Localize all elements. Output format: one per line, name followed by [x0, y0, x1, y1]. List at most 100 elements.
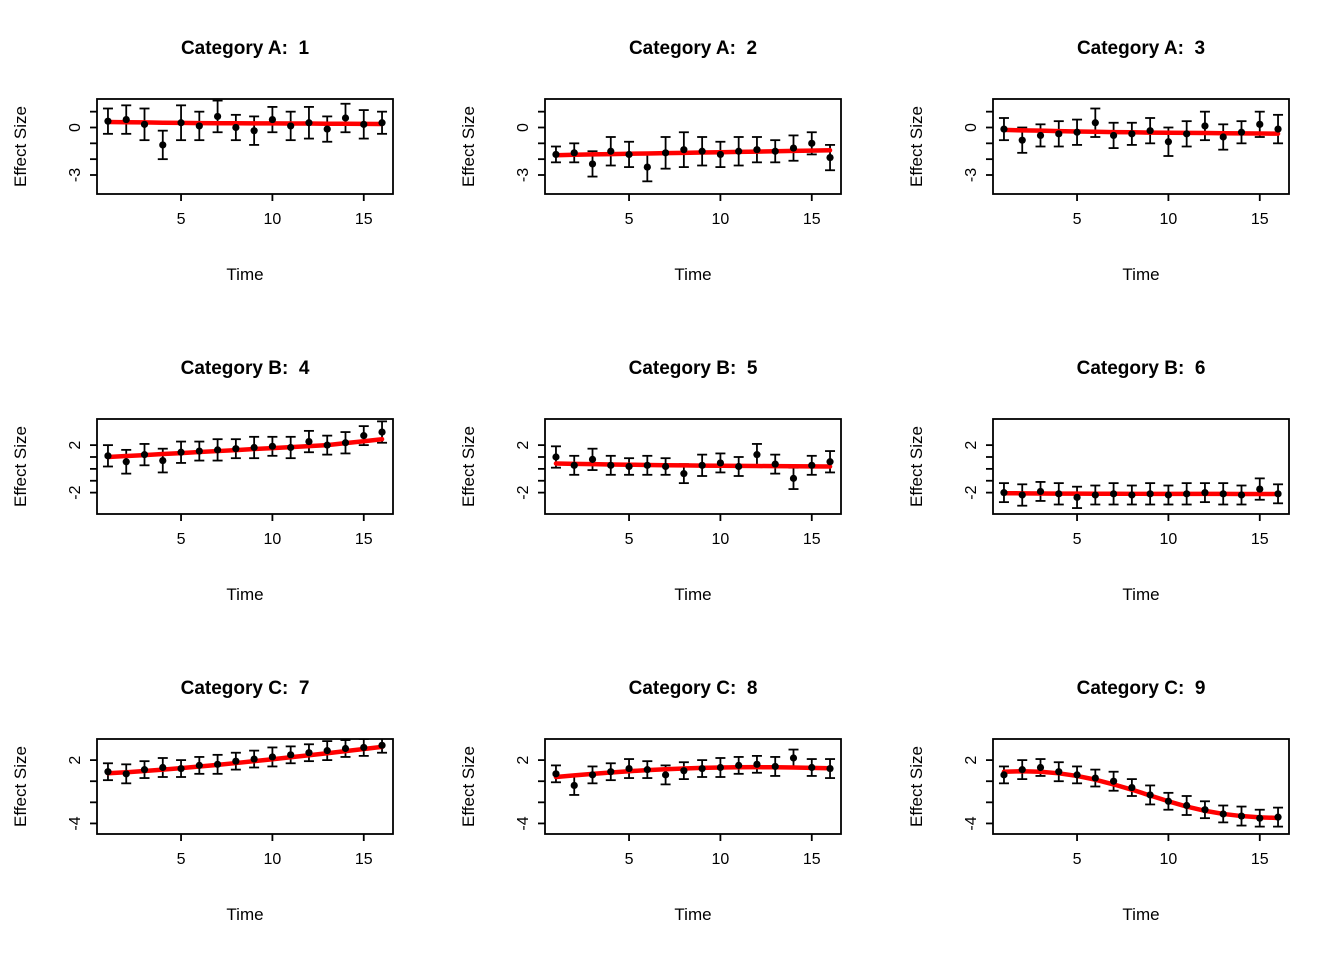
- data-point: [1000, 489, 1008, 497]
- data-point: [588, 455, 597, 463]
- data-point: [232, 757, 240, 765]
- x-tick-label: 10: [1160, 531, 1178, 548]
- y-tick-label: 2: [963, 441, 980, 450]
- plot-box: [992, 418, 1290, 515]
- data-point: [104, 768, 112, 776]
- data-point: [1274, 813, 1282, 821]
- x-axis-label: Time: [674, 905, 711, 924]
- data-point: [1201, 806, 1209, 814]
- plot-box: [544, 98, 842, 195]
- data-point: [826, 153, 834, 162]
- data-point: [323, 747, 331, 755]
- y-tick-label: 2: [67, 441, 84, 450]
- y-tick-label: -3: [963, 168, 980, 182]
- data-point: [1091, 774, 1099, 782]
- x-tick-label: 5: [1073, 531, 1082, 548]
- y-tick-label: 0: [515, 123, 532, 132]
- data-layer: [998, 477, 1284, 509]
- x-axis-label: Time: [226, 585, 263, 604]
- panel-title: Category A: 1: [181, 38, 310, 59]
- chart-panel: Category C: 9 Time Effect Size 5 10 15 2 -4: [896, 640, 1344, 960]
- trend-line: [1001, 490, 1281, 497]
- data-point: [826, 458, 834, 466]
- y-tick-label: 0: [963, 123, 980, 132]
- data-point: [323, 125, 331, 133]
- panel-canvas: Category A: 1 Time Effect Size 5 10 15 0 -3: [11, 38, 394, 284]
- data-point: [378, 741, 386, 749]
- data-point: [698, 764, 706, 773]
- x-tick-label: 10: [264, 531, 282, 548]
- data-point: [607, 147, 615, 155]
- x-tick-label: 10: [264, 211, 282, 228]
- data-point: [588, 160, 597, 168]
- data-point: [378, 119, 386, 127]
- data-point: [1274, 490, 1282, 498]
- x-tick-label: 10: [712, 211, 730, 228]
- panel-canvas: Category B: 6 Time Effect Size 5 10 15 2 -2: [907, 358, 1290, 604]
- data-point: [808, 763, 816, 772]
- panel-title: Category A: 2: [629, 38, 757, 59]
- data-point: [159, 456, 167, 465]
- data-point: [1000, 771, 1008, 779]
- data-point: [1256, 814, 1264, 822]
- data-point: [1183, 490, 1191, 498]
- chart-panel: Category B: 4 Time Effect Size 5 10 15 2 -2: [0, 320, 448, 640]
- trend-line: [105, 744, 385, 776]
- data-point: [1164, 491, 1173, 499]
- data-point: [808, 139, 816, 147]
- data-point: [1055, 130, 1063, 138]
- x-axis-label: Time: [674, 585, 711, 604]
- data-point: [250, 443, 258, 452]
- data-point: [735, 462, 743, 471]
- data-point: [1018, 766, 1026, 774]
- data-point: [1256, 120, 1264, 128]
- data-point: [177, 764, 185, 773]
- data-point: [1146, 791, 1154, 799]
- chart-panel: Category A: 1 Time Effect Size 5 10 15 0 -3: [0, 0, 448, 320]
- data-point: [1219, 133, 1227, 141]
- data-point: [1164, 138, 1173, 146]
- data-point: [104, 452, 112, 460]
- data-point: [1128, 130, 1136, 138]
- y-tick-label: 2: [67, 756, 84, 765]
- data-point: [1164, 797, 1173, 805]
- data-point: [570, 461, 578, 469]
- data-point: [341, 439, 350, 447]
- plot-box: [992, 98, 1290, 195]
- data-layer: [102, 420, 388, 475]
- panel-canvas: Category B: 4 Time Effect Size 5 10 15 2 -2: [11, 358, 394, 604]
- trend-line: [1001, 768, 1281, 821]
- data-layer: [998, 758, 1284, 828]
- data-point: [268, 442, 277, 450]
- data-point: [323, 441, 331, 449]
- data-point: [1237, 491, 1246, 499]
- data-point: [122, 115, 130, 124]
- data-point: [360, 120, 368, 128]
- data-point: [661, 462, 670, 471]
- trend-line: [553, 148, 833, 158]
- data-point: [661, 149, 670, 157]
- data-point: [680, 470, 688, 478]
- data-point: [771, 460, 779, 468]
- data-point: [607, 461, 615, 469]
- data-point: [552, 770, 560, 778]
- data-point: [287, 443, 295, 452]
- data-point: [1219, 810, 1227, 818]
- data-point: [287, 122, 295, 130]
- chart-panel: Category C: 8 Time Effect Size 5 10 15 2 -4: [448, 640, 896, 960]
- data-point: [305, 119, 313, 127]
- x-tick-label: 15: [1251, 851, 1269, 868]
- y-tick-label: -3: [515, 168, 532, 182]
- data-point: [360, 432, 368, 440]
- data-point: [552, 453, 560, 461]
- data-point: [1091, 491, 1099, 499]
- data-point: [1055, 490, 1063, 498]
- data-point: [1000, 125, 1008, 133]
- y-tick-label: 2: [515, 756, 532, 765]
- data-point: [287, 751, 295, 759]
- x-tick-label: 15: [1251, 531, 1269, 548]
- panel-title: Category C: 8: [629, 678, 758, 699]
- x-tick-label: 10: [1160, 211, 1178, 228]
- data-point: [1201, 489, 1209, 497]
- data-point: [661, 771, 670, 779]
